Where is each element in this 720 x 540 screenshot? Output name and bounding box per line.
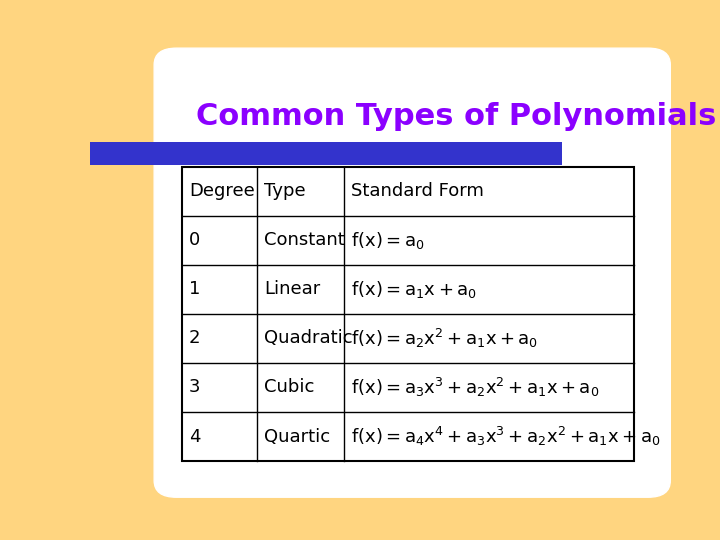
- Text: 4: 4: [189, 428, 200, 445]
- Text: $\mathrm{f(x) = a_2 x^2 + a_1 x + a_0}$: $\mathrm{f(x) = a_2 x^2 + a_1 x + a_0}$: [351, 327, 538, 350]
- Text: Type: Type: [264, 182, 306, 200]
- Text: $\mathrm{f(x) = a_4 x^4 + a_3 x^3 + a_2 x^2 + a_1 x + a_0}$: $\mathrm{f(x) = a_4 x^4 + a_3 x^3 + a_2 …: [351, 425, 660, 448]
- Text: $\mathrm{f(x) = a_1 x + a_0}$: $\mathrm{f(x) = a_1 x + a_0}$: [351, 279, 477, 300]
- Text: 3: 3: [189, 379, 200, 396]
- Text: Degree: Degree: [189, 182, 254, 200]
- Text: 1: 1: [189, 280, 200, 298]
- Text: Linear: Linear: [264, 280, 320, 298]
- Text: Cubic: Cubic: [264, 379, 315, 396]
- Bar: [90, 141, 562, 165]
- Text: Common Types of Polynomials: Common Types of Polynomials: [196, 102, 716, 131]
- Text: $\mathrm{f(x) = a_0}$: $\mathrm{f(x) = a_0}$: [351, 230, 424, 251]
- Text: Constant: Constant: [264, 231, 345, 249]
- FancyBboxPatch shape: [154, 48, 670, 497]
- Text: 0: 0: [189, 231, 200, 249]
- Text: Standard Form: Standard Form: [351, 182, 483, 200]
- Text: Quartic: Quartic: [264, 428, 330, 445]
- Bar: [182, 167, 634, 461]
- Text: 2: 2: [189, 329, 200, 347]
- Text: $\mathrm{f(x) = a_3 x^3 + a_2 x^2 + a_1 x + a_0}$: $\mathrm{f(x) = a_3 x^3 + a_2 x^2 + a_1 …: [351, 376, 599, 399]
- Text: Quadratic: Quadratic: [264, 329, 353, 347]
